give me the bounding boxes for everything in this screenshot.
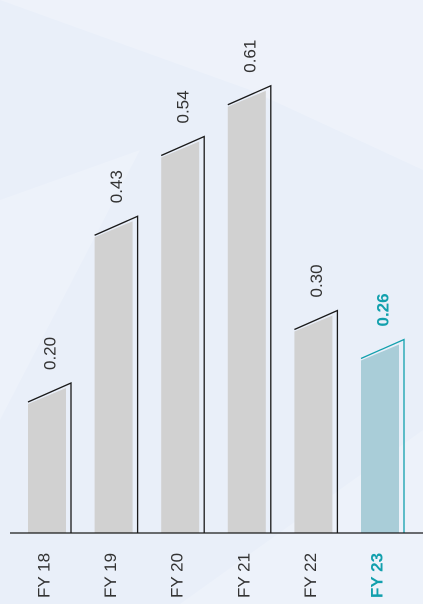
bars-group — [27, 84, 405, 533]
bar-fy-21 — [227, 90, 266, 533]
bar-outline — [27, 382, 72, 533]
value-label: 0.20 — [40, 337, 59, 370]
labels-group: 0.20 FY 18 0.43 FY 19 0.54 FY 20 0.61 FY 21 0.30… — [34, 40, 392, 598]
category-label: FY 22 — [301, 553, 320, 598]
bar-outline — [94, 215, 139, 533]
value-label: 0.30 — [307, 264, 326, 297]
bar-fy-20 — [161, 141, 200, 533]
value-label: 0.43 — [107, 170, 126, 203]
bar-outline — [227, 84, 272, 533]
category-label: FY 18 — [34, 553, 53, 598]
bar-fy-22 — [294, 315, 333, 533]
bar-outline — [160, 135, 205, 533]
category-label: FY 19 — [101, 553, 120, 598]
bar-fy-23 — [361, 344, 399, 533]
bar-fy-19 — [94, 221, 133, 533]
category-label: FY 20 — [168, 553, 187, 598]
bar-outline — [294, 309, 339, 533]
bar-outline — [360, 338, 405, 533]
bar-fy-18 — [28, 388, 66, 533]
category-label: FY 21 — [234, 553, 253, 598]
category-label: FY 23 — [367, 553, 386, 598]
background-facet — [0, 0, 423, 170]
background-facet — [0, 150, 140, 420]
value-label: 0.26 — [373, 293, 392, 326]
value-label: 0.54 — [174, 90, 193, 123]
value-label: 0.61 — [240, 40, 259, 73]
